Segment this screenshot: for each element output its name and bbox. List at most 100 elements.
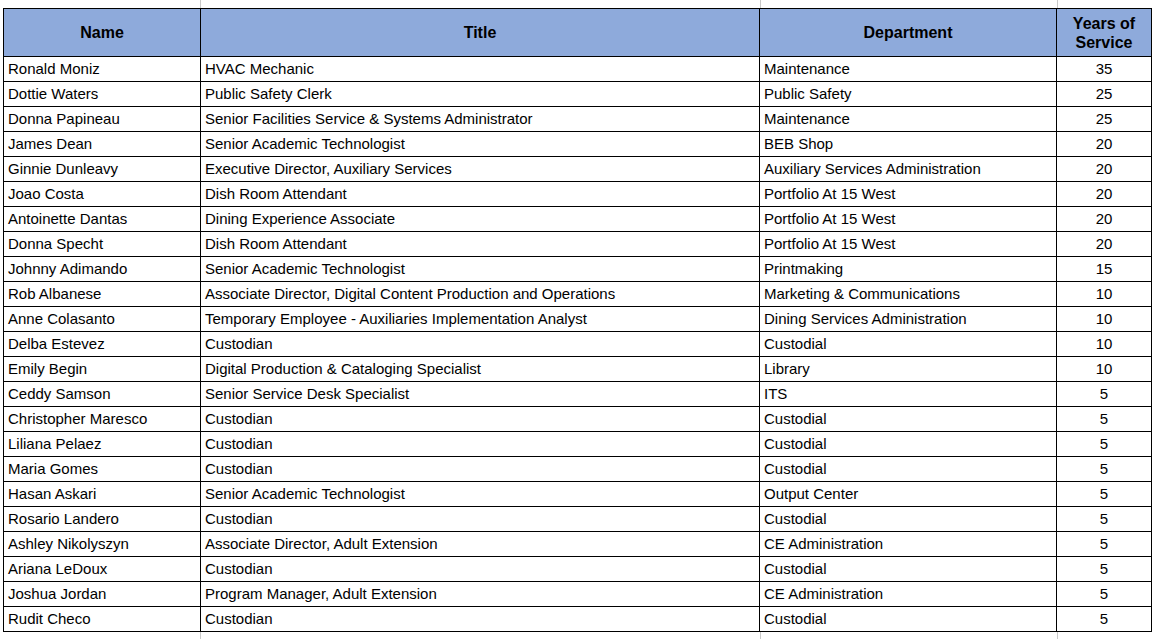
cell-title[interactable]: Custodian	[201, 507, 760, 532]
cell-years[interactable]: 5	[1057, 532, 1152, 557]
cell-years[interactable]: 5	[1057, 557, 1152, 582]
cell-name[interactable]: Hasan Askari	[4, 482, 201, 507]
cell-title[interactable]: Senior Academic Technologist	[201, 257, 760, 282]
cell-title[interactable]: Custodian	[201, 557, 760, 582]
cell-years[interactable]: 25	[1057, 107, 1152, 132]
cell-title[interactable]: Associate Director, Adult Extension	[201, 532, 760, 557]
cell-title[interactable]: Program Manager, Adult Extension	[201, 582, 760, 607]
cell-title[interactable]: Senior Academic Technologist	[201, 132, 760, 157]
cell-department[interactable]: Maintenance	[760, 107, 1057, 132]
cell-name[interactable]: Christopher Maresco	[4, 407, 201, 432]
cell-name[interactable]: Ariana LeDoux	[4, 557, 201, 582]
cell-years[interactable]: 10	[1057, 307, 1152, 332]
cell-years[interactable]: 5	[1057, 482, 1152, 507]
cell-department[interactable]: Portfolio At 15 West	[760, 182, 1057, 207]
cell-name[interactable]: Dottie Waters	[4, 82, 201, 107]
cell-department[interactable]: Printmaking	[760, 257, 1057, 282]
cell-department[interactable]: Custodial	[760, 557, 1057, 582]
cell-department[interactable]: Dining Services Administration	[760, 307, 1057, 332]
cell-department[interactable]: Marketing & Communications	[760, 282, 1057, 307]
cell-name[interactable]: Rob Albanese	[4, 282, 201, 307]
cell-department[interactable]: Maintenance	[760, 57, 1057, 82]
cell-department[interactable]: Library	[760, 357, 1057, 382]
cell-name[interactable]: Delba Estevez	[4, 332, 201, 357]
cell-department[interactable]: Auxiliary Services Administration	[760, 157, 1057, 182]
cell-title[interactable]: Custodian	[201, 432, 760, 457]
cell-years[interactable]: 5	[1057, 382, 1152, 407]
cell-years[interactable]: 20	[1057, 232, 1152, 257]
table-row: Joshua JordanProgram Manager, Adult Exte…	[4, 582, 1152, 607]
column-header-department[interactable]: Department	[760, 9, 1057, 57]
table-row: Anne ColasantoTemporary Employee - Auxil…	[4, 307, 1152, 332]
cell-department[interactable]: CE Administration	[760, 582, 1057, 607]
cell-department[interactable]: BEB Shop	[760, 132, 1057, 157]
cell-title[interactable]: Senior Facilities Service & Systems Admi…	[201, 107, 760, 132]
cell-years[interactable]: 10	[1057, 282, 1152, 307]
cell-years[interactable]: 25	[1057, 82, 1152, 107]
cell-name[interactable]: Maria Gomes	[4, 457, 201, 482]
cell-department[interactable]: Custodial	[760, 332, 1057, 357]
cell-title[interactable]: Digital Production & Cataloging Speciali…	[201, 357, 760, 382]
cell-name[interactable]: Donna Specht	[4, 232, 201, 257]
cell-years[interactable]: 20	[1057, 207, 1152, 232]
cell-name[interactable]: Liliana Pelaez	[4, 432, 201, 457]
cell-years[interactable]: 5	[1057, 582, 1152, 607]
cell-title[interactable]: Temporary Employee - Auxiliaries Impleme…	[201, 307, 760, 332]
cell-title[interactable]: Senior Academic Technologist	[201, 482, 760, 507]
cell-title[interactable]: Associate Director, Digital Content Prod…	[201, 282, 760, 307]
cell-years[interactable]: 10	[1057, 332, 1152, 357]
cell-name[interactable]: Rudit Checo	[4, 607, 201, 632]
cell-years[interactable]: 20	[1057, 157, 1152, 182]
cell-name[interactable]: Ginnie Dunleavy	[4, 157, 201, 182]
cell-department[interactable]: Custodial	[760, 607, 1057, 632]
cell-name[interactable]: Joshua Jordan	[4, 582, 201, 607]
cell-department[interactable]: Custodial	[760, 457, 1057, 482]
cell-title[interactable]: Custodian	[201, 607, 760, 632]
cell-title[interactable]: Senior Service Desk Specialist	[201, 382, 760, 407]
cell-name[interactable]: Antoinette Dantas	[4, 207, 201, 232]
cell-years[interactable]: 10	[1057, 357, 1152, 382]
cell-name[interactable]: Rosario Landero	[4, 507, 201, 532]
table-row: Ariana LeDouxCustodianCustodial5	[4, 557, 1152, 582]
gridline-tick	[1057, 632, 1058, 639]
column-header-title[interactable]: Title	[201, 9, 760, 57]
cell-name[interactable]: Johnny Adimando	[4, 257, 201, 282]
cell-title[interactable]: Dish Room Attendant	[201, 182, 760, 207]
cell-name[interactable]: Ceddy Samson	[4, 382, 201, 407]
cell-department[interactable]: Portfolio At 15 West	[760, 232, 1057, 257]
cell-title[interactable]: Custodian	[201, 457, 760, 482]
cell-years[interactable]: 20	[1057, 132, 1152, 157]
cell-title[interactable]: Custodian	[201, 332, 760, 357]
cell-department[interactable]: Custodial	[760, 507, 1057, 532]
cell-title[interactable]: HVAC Mechanic	[201, 57, 760, 82]
cell-years[interactable]: 5	[1057, 432, 1152, 457]
cell-name[interactable]: Emily Begin	[4, 357, 201, 382]
cell-years[interactable]: 5	[1057, 407, 1152, 432]
cell-title[interactable]: Dish Room Attendant	[201, 232, 760, 257]
cell-title[interactable]: Dining Experience Associate	[201, 207, 760, 232]
cell-title[interactable]: Custodian	[201, 407, 760, 432]
cell-years[interactable]: 35	[1057, 57, 1152, 82]
cell-years[interactable]: 5	[1057, 507, 1152, 532]
column-header-years-of-service[interactable]: Years of Service	[1057, 9, 1152, 57]
cell-years[interactable]: 15	[1057, 257, 1152, 282]
cell-department[interactable]: Custodial	[760, 432, 1057, 457]
cell-title[interactable]: Executive Director, Auxiliary Services	[201, 157, 760, 182]
cell-name[interactable]: Joao Costa	[4, 182, 201, 207]
cell-department[interactable]: Public Safety	[760, 82, 1057, 107]
cell-years[interactable]: 5	[1057, 457, 1152, 482]
cell-department[interactable]: ITS	[760, 382, 1057, 407]
cell-name[interactable]: Anne Colasanto	[4, 307, 201, 332]
cell-name[interactable]: James Dean	[4, 132, 201, 157]
cell-title[interactable]: Public Safety Clerk	[201, 82, 760, 107]
cell-department[interactable]: Custodial	[760, 407, 1057, 432]
cell-department[interactable]: Output Center	[760, 482, 1057, 507]
column-header-name[interactable]: Name	[4, 9, 201, 57]
cell-years[interactable]: 5	[1057, 607, 1152, 632]
cell-years[interactable]: 20	[1057, 182, 1152, 207]
cell-department[interactable]: CE Administration	[760, 532, 1057, 557]
cell-name[interactable]: Ronald Moniz	[4, 57, 201, 82]
cell-department[interactable]: Portfolio At 15 West	[760, 207, 1057, 232]
cell-name[interactable]: Ashley Nikolyszyn	[4, 532, 201, 557]
cell-name[interactable]: Donna Papineau	[4, 107, 201, 132]
